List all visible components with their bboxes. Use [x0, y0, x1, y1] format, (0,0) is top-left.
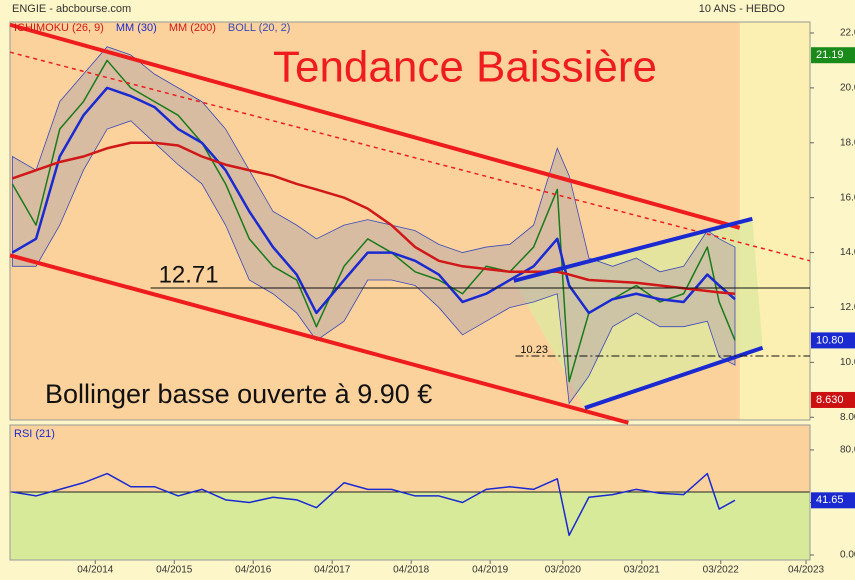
y-tick-label: 8.000 — [840, 412, 855, 423]
level-label: 12.71 — [159, 261, 219, 288]
x-tick-label: 04/2015 — [156, 565, 193, 576]
legend-entry: MM (200) — [169, 22, 216, 34]
series-line — [11, 86, 736, 315]
bollinger-fill — [11, 46, 736, 405]
series-line — [11, 141, 736, 295]
y-tick-label: 12.00 — [840, 302, 855, 313]
legend-entry: ICHIMOKU (26, 9) — [14, 22, 104, 34]
trend-line — [9, 22, 741, 230]
x-tick-label: 04/2023 — [788, 565, 825, 576]
trend-line — [9, 51, 811, 262]
rsi-title: RSI (21) — [14, 428, 55, 440]
chart-title: Tendance Baissière — [273, 43, 657, 92]
x-tick-label: 04/2018 — [393, 565, 430, 576]
y-tick-label: 10.00 — [840, 357, 855, 368]
trend-line — [584, 345, 764, 410]
y-tick-label: 16.00 — [840, 192, 855, 203]
plot-frame — [9, 21, 811, 421]
level-label: 10.23 — [520, 344, 548, 356]
price-marker-label: 10.80 — [816, 334, 844, 346]
x-tick-label: 04/2019 — [472, 565, 509, 576]
price-marker-label: 8.630 — [816, 394, 844, 406]
x-tick-label: 03/2020 — [545, 565, 582, 576]
legend-entry: BOLL (20, 2) — [228, 22, 291, 34]
x-tick-label: 04/2014 — [77, 565, 114, 576]
rsi-upper-zone — [10, 425, 810, 492]
x-tick-label: 03/2022 — [703, 565, 740, 576]
y-tick-label: 18.00 — [840, 137, 855, 148]
y-tick-label: 22.00 — [840, 28, 855, 39]
y-tick-label: 14.00 — [840, 247, 855, 258]
plot-frame — [9, 424, 811, 561]
header-left: ENGIE - abcbourse.com — [12, 3, 131, 15]
x-tick-label: 04/2016 — [235, 565, 272, 576]
header-right: 10 ANS - HEBDO — [699, 3, 786, 15]
y-tick-label: 20.00 — [840, 83, 855, 94]
legend-entry: MM (30) — [116, 22, 157, 34]
annotation: Bollinger basse ouverte à 9.90 € — [45, 379, 432, 409]
price-marker — [811, 391, 855, 408]
y-tick-label: 0.0000 — [840, 550, 855, 561]
price-marker — [811, 492, 855, 509]
series-line — [12, 472, 736, 537]
trend-line — [9, 253, 629, 425]
price-marker-label: 41.65 — [816, 494, 844, 506]
price-marker — [811, 47, 855, 64]
rsi-lower-zone — [10, 491, 810, 560]
price-marker — [811, 332, 855, 349]
x-tick-label: 04/2017 — [314, 565, 351, 576]
x-tick-label: 03/2021 — [624, 565, 661, 576]
price-marker-label: 21.19 — [816, 49, 844, 61]
y-tick-label: 80.00 — [840, 445, 855, 456]
trend-line — [513, 216, 753, 283]
